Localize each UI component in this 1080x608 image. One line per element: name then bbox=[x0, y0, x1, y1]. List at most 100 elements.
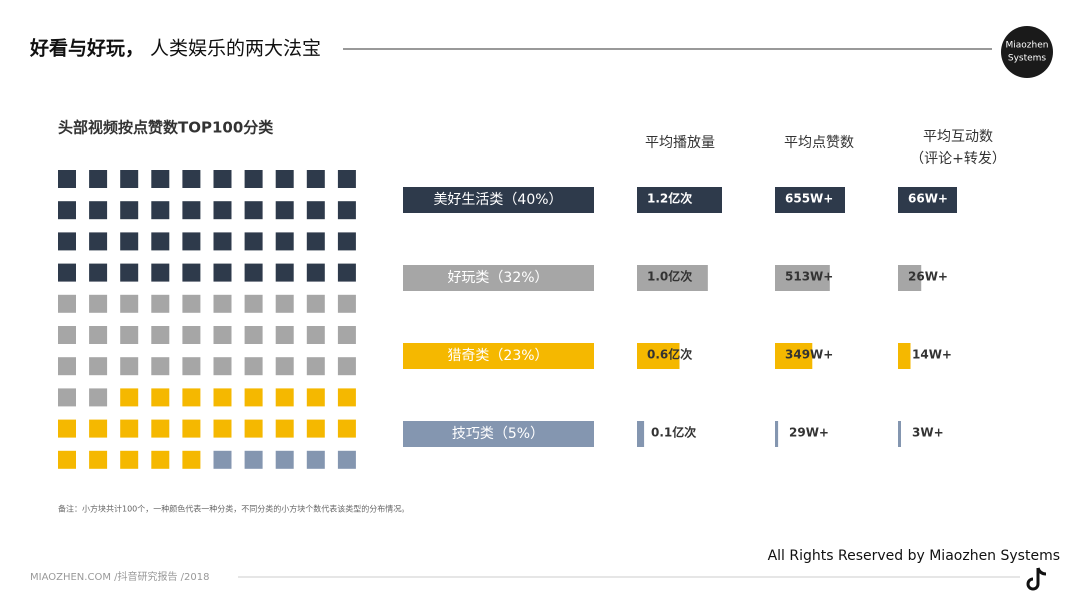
metric-label: 513W+ bbox=[785, 270, 833, 284]
waffle-cell bbox=[213, 357, 232, 376]
waffle-cell bbox=[244, 170, 263, 188]
waffle-cell bbox=[151, 419, 170, 438]
title-bold: 好看与好玩， bbox=[29, 37, 144, 60]
waffle-cell bbox=[151, 326, 170, 344]
waffle-cell bbox=[58, 357, 76, 376]
waffle-cell bbox=[244, 388, 263, 407]
waffle-cell bbox=[89, 388, 108, 407]
waffle-cell bbox=[120, 450, 139, 469]
waffle-cell bbox=[244, 450, 263, 469]
metric-label: 1.2亿次 bbox=[647, 191, 692, 206]
waffle-cell bbox=[306, 326, 325, 344]
waffle-cell bbox=[151, 232, 170, 251]
waffle-cell bbox=[306, 294, 325, 313]
footer-right: All Rights Reserved by Miaozhen Systems bbox=[768, 548, 1060, 564]
waffle-cell bbox=[337, 450, 356, 469]
waffle-cell bbox=[120, 419, 139, 438]
waffle-cell bbox=[213, 201, 232, 220]
waffle-cell bbox=[213, 232, 232, 251]
waffle-cell bbox=[306, 170, 325, 188]
waffle-cell bbox=[275, 263, 294, 282]
waffle-cell bbox=[120, 201, 139, 220]
tiktok-icon bbox=[1026, 567, 1047, 591]
metric-bar bbox=[898, 421, 901, 447]
waffle-cell bbox=[306, 450, 325, 469]
category-box bbox=[403, 421, 594, 447]
waffle-cell bbox=[182, 388, 201, 407]
metric-note: （评论+转发） bbox=[910, 151, 1006, 167]
waffle-cell bbox=[58, 388, 76, 407]
metric-label: 349W+ bbox=[785, 348, 833, 362]
waffle-cell bbox=[89, 263, 108, 282]
metric-bar bbox=[775, 265, 830, 291]
waffle-cell bbox=[213, 294, 232, 313]
logo bbox=[1001, 26, 1053, 78]
waffle-cell bbox=[89, 326, 108, 344]
waffle-cell bbox=[151, 450, 170, 469]
metric-label: 26W+ bbox=[908, 270, 948, 284]
waffle-cell bbox=[89, 357, 108, 376]
metric-bar bbox=[637, 421, 645, 447]
waffle-cell bbox=[275, 201, 294, 220]
waffle-cell bbox=[337, 388, 356, 407]
waffle-cell bbox=[275, 419, 294, 438]
waffle-cell bbox=[89, 450, 108, 469]
waffle-cell bbox=[337, 357, 356, 376]
waffle-cell bbox=[89, 294, 108, 313]
waffle-cell bbox=[182, 263, 201, 282]
waffle-cell bbox=[275, 232, 294, 251]
waffle-cell bbox=[58, 419, 76, 438]
waffle-cell bbox=[244, 294, 263, 313]
waffle-cell bbox=[244, 419, 263, 438]
waffle-cell bbox=[337, 201, 356, 220]
waffle-cell bbox=[275, 357, 294, 376]
waffle-cell bbox=[182, 450, 201, 469]
waffle-cell bbox=[213, 263, 232, 282]
metric-label: 29W+ bbox=[789, 426, 829, 440]
waffle-cell bbox=[306, 357, 325, 376]
metric-label: 14W+ bbox=[912, 348, 952, 362]
chart-title: 头部视频按点赞数TOP100分类 bbox=[58, 119, 274, 137]
waffle-cell bbox=[120, 294, 139, 313]
waffle-cell bbox=[89, 201, 108, 220]
waffle-cell bbox=[244, 326, 263, 344]
waffle-cell bbox=[306, 388, 325, 407]
metric-bar bbox=[775, 187, 845, 213]
logo-text: Miaozhen bbox=[1006, 41, 1049, 51]
waffle-cell bbox=[275, 450, 294, 469]
waffle-cell bbox=[337, 232, 356, 251]
metric-label: 655W+ bbox=[785, 192, 833, 206]
category-label: 技巧类（5%） bbox=[452, 426, 544, 442]
waffle-cell bbox=[58, 294, 76, 313]
metric-bar bbox=[637, 343, 680, 369]
waffle-cell bbox=[58, 450, 76, 469]
waffle-cell bbox=[306, 263, 325, 282]
category-box bbox=[403, 187, 594, 213]
waffle-cell bbox=[182, 326, 201, 344]
waffle-cell bbox=[89, 419, 108, 438]
waffle-cell bbox=[213, 450, 232, 469]
waffle-cell bbox=[275, 294, 294, 313]
waffle-cell bbox=[244, 357, 263, 376]
waffle-cell bbox=[120, 388, 139, 407]
category-label: 美好生活类（40%） bbox=[433, 192, 562, 208]
category-box bbox=[403, 343, 594, 369]
waffle-cell bbox=[306, 201, 325, 220]
waffle-cell bbox=[306, 232, 325, 251]
waffle-cell bbox=[213, 419, 232, 438]
waffle-cell bbox=[275, 170, 294, 188]
waffle-cell bbox=[306, 419, 325, 438]
waffle-cell bbox=[120, 170, 139, 188]
metric-label: 66W+ bbox=[908, 192, 948, 206]
metric-bar bbox=[637, 187, 722, 213]
metric-header: 平均点赞数 bbox=[784, 135, 854, 151]
waffle-cell bbox=[151, 357, 170, 376]
title: 人类娱乐的两大法宝 bbox=[150, 38, 321, 60]
waffle-cell bbox=[244, 263, 263, 282]
metric-bar bbox=[898, 343, 911, 369]
metric-label: 1.0亿次 bbox=[647, 269, 692, 284]
waffle-cell bbox=[337, 419, 356, 438]
waffle-cell bbox=[337, 263, 356, 282]
